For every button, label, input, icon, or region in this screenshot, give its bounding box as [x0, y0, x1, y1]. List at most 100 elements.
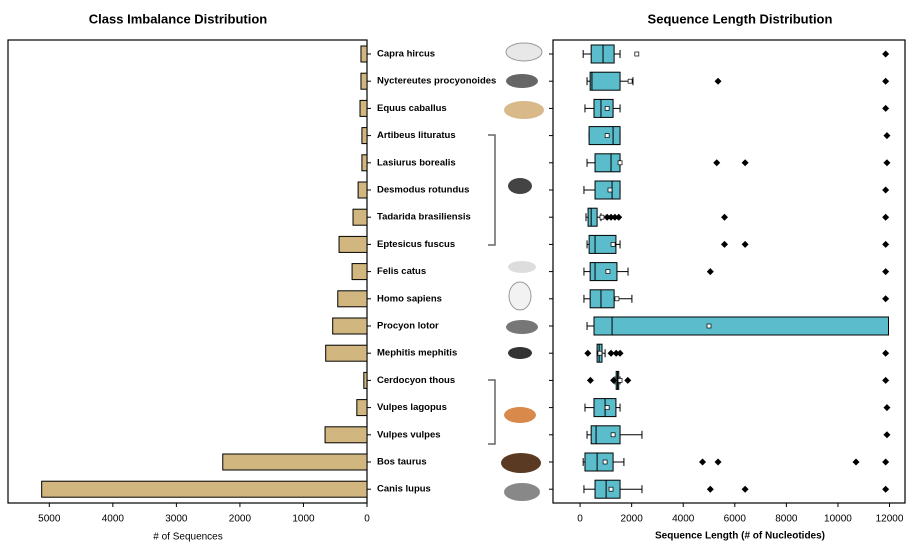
bar: [361, 73, 367, 89]
mean: [615, 297, 619, 301]
outlier: [882, 187, 889, 194]
bar: [333, 318, 367, 334]
mean: [609, 487, 613, 491]
box: [590, 72, 620, 90]
category-label: Vulpes lagopus: [377, 402, 447, 413]
x-tick-label: 10000: [824, 514, 852, 525]
box: [594, 99, 613, 117]
category-label: Felis catus: [377, 266, 426, 277]
outlier: [882, 51, 889, 58]
box: [590, 290, 614, 308]
category-label: Equus caballus: [377, 103, 447, 114]
mean: [618, 378, 622, 382]
mean: [635, 52, 639, 56]
x-tick-label: 12000: [876, 514, 904, 525]
box: [595, 181, 620, 199]
outlier: [883, 431, 890, 438]
left-title: Class Imbalance Distribution: [89, 11, 267, 26]
category-label: Tadarida brasiliensis: [377, 212, 471, 223]
outlier: [587, 377, 594, 384]
x-tick-label: 8000: [775, 514, 798, 525]
outlier: [742, 241, 749, 248]
category-label: Vulpes vulpes: [377, 429, 441, 440]
skunk-icon: [508, 347, 532, 359]
outlier: [742, 486, 749, 493]
outlier: [699, 459, 706, 466]
category-label: Bos taurus: [377, 457, 427, 468]
animal-icons: [501, 43, 544, 501]
brackets: [488, 135, 495, 444]
x-tick-label: 4000: [672, 514, 695, 525]
box: [589, 127, 620, 145]
outlier: [721, 214, 728, 221]
fox-icon: [504, 407, 536, 423]
x-tick-label: 0: [364, 514, 370, 525]
outlier: [624, 377, 631, 384]
raccoon-dog-icon: [506, 74, 538, 88]
bar: [338, 291, 367, 307]
cow-icon: [501, 453, 541, 473]
x-tick-label: 3000: [165, 514, 188, 525]
box: [595, 480, 620, 498]
wolf-icon: [504, 483, 540, 501]
outlier: [882, 295, 889, 302]
bar: [362, 155, 367, 171]
bar: [325, 427, 367, 443]
mean: [606, 270, 610, 274]
cat-icon: [508, 261, 536, 273]
outlier: [584, 350, 591, 357]
outlier: [882, 486, 889, 493]
mean: [611, 242, 615, 246]
bar: [362, 128, 367, 144]
horse-icon: [504, 101, 544, 119]
x-tick-label: 6000: [724, 514, 747, 525]
bat-icon: [508, 178, 532, 194]
category-label: Lasiurus borealis: [377, 157, 456, 168]
right-title: Sequence Length Distribution: [648, 11, 833, 26]
outlier: [882, 350, 889, 357]
category-label: Artibeus lituratus: [377, 130, 456, 141]
category-label: Desmodus rotundus: [377, 185, 469, 196]
box: [590, 263, 617, 281]
outlier: [882, 459, 889, 466]
figure: Class Imbalance Distribution Sequence Le…: [0, 0, 907, 543]
outlier: [882, 105, 889, 112]
outlier: [882, 78, 889, 85]
mean: [605, 106, 609, 110]
fox-bracket: [488, 380, 495, 444]
goat-icon: [506, 43, 542, 61]
category-label: Cerdocyon thous: [377, 375, 455, 386]
category-label: Homo sapiens: [377, 293, 442, 304]
mean: [603, 460, 607, 464]
right-x-label: Sequence Length (# of Nucleotides): [655, 531, 825, 542]
outlier: [882, 241, 889, 248]
bar: [326, 345, 367, 361]
category-label: Eptesicus fuscus: [377, 239, 455, 250]
outlier: [617, 350, 624, 357]
plot-frame: [8, 40, 367, 503]
category-label: Procyon lotor: [377, 321, 439, 332]
outlier: [883, 159, 890, 166]
category-label: Capra hircus: [377, 49, 435, 60]
x-tick-label: 2000: [621, 514, 644, 525]
outlier: [715, 459, 722, 466]
bar: [42, 481, 367, 497]
outlier: [883, 132, 890, 139]
box: [595, 154, 620, 172]
outlier: [883, 404, 890, 411]
mean: [618, 161, 622, 165]
outlier: [707, 268, 714, 275]
mean: [628, 79, 632, 83]
bat-bracket: [488, 135, 495, 245]
outlier: [721, 241, 728, 248]
x-tick-label: 4000: [102, 514, 125, 525]
page: Class Imbalance Distribution Sequence Le…: [0, 0, 907, 543]
mean: [598, 351, 602, 355]
x-tick-label: 5000: [38, 514, 61, 525]
bar: [339, 236, 367, 252]
outlier: [853, 459, 860, 466]
box: [588, 208, 597, 226]
x-tick-label: 1000: [292, 514, 315, 525]
mean: [605, 406, 609, 410]
mean: [707, 324, 711, 328]
